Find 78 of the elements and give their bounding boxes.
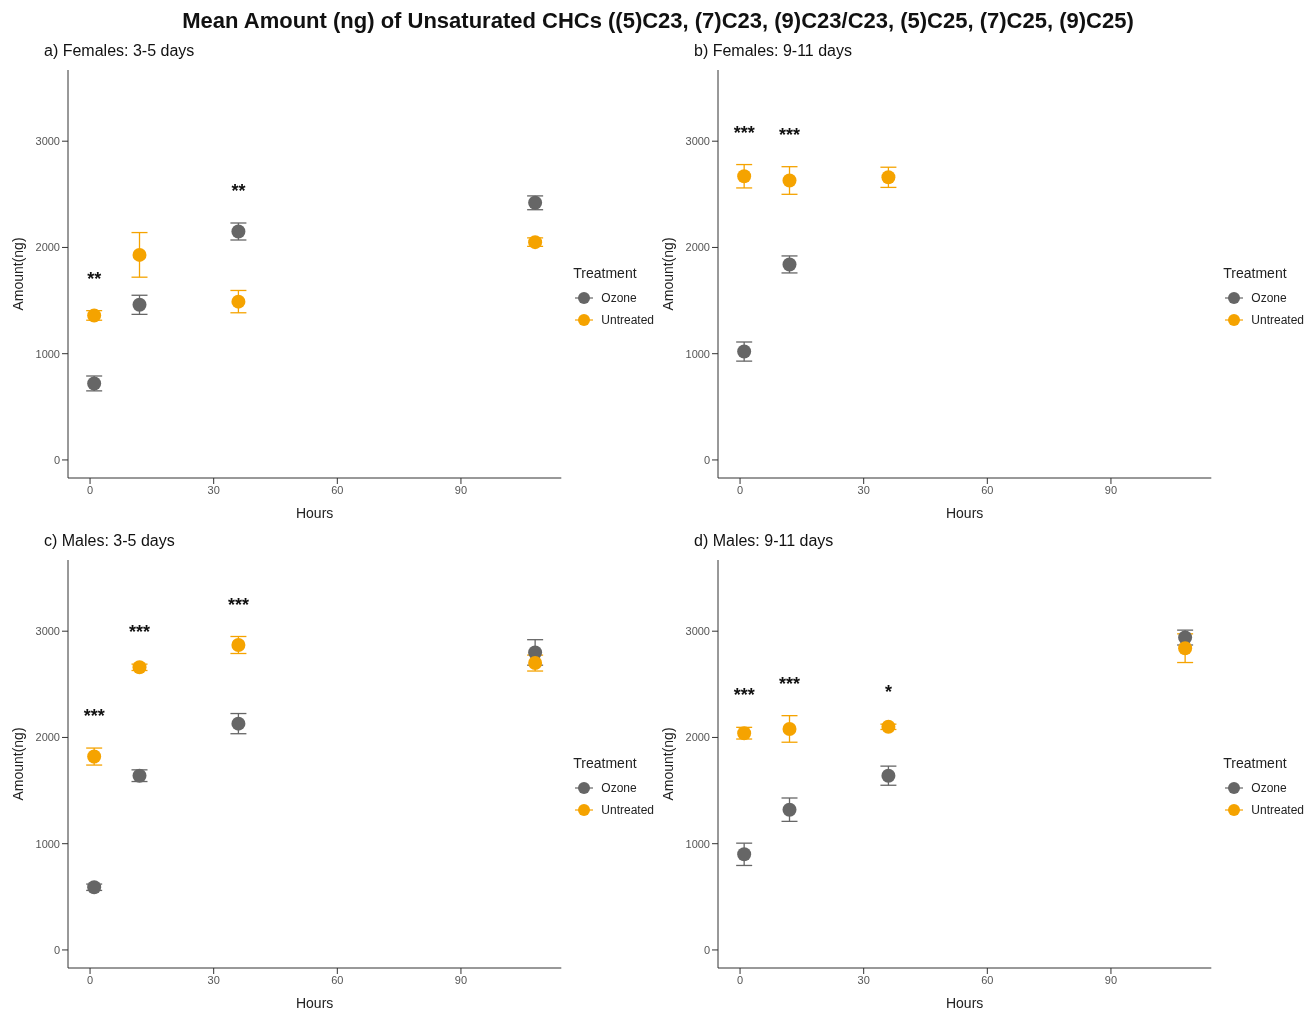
x-tick-label: 0	[86, 483, 94, 496]
point	[782, 721, 797, 736]
legend-label: Untreated	[1251, 313, 1304, 327]
y-tick-label: 0	[703, 943, 710, 956]
annotation: ***	[733, 122, 755, 143]
point	[737, 169, 752, 184]
x-axis-title: Hours	[295, 505, 334, 521]
annotation: **	[87, 268, 102, 289]
x-tick-label: 90	[1104, 973, 1118, 986]
x-axis-title: Hours	[945, 505, 984, 521]
legend-title: Treatment	[573, 265, 638, 281]
legend-title: Treatment	[1223, 265, 1288, 281]
point	[1178, 641, 1193, 656]
legend-title: Treatment	[1223, 755, 1288, 771]
point	[231, 716, 246, 731]
y-tick-label: 3000	[685, 135, 710, 148]
x-tick-label: 0	[736, 483, 744, 496]
point	[737, 847, 752, 862]
annotation: ***	[778, 124, 801, 145]
legend-label: Ozone	[1251, 291, 1287, 305]
y-tick-label: 3000	[35, 625, 60, 638]
x-tick-label: 60	[981, 973, 994, 986]
legend-title: Treatment	[573, 755, 638, 771]
y-axis-title: Amount(ng)	[9, 237, 26, 311]
legend-label: Untreated	[1251, 803, 1304, 817]
x-tick-label: 90	[454, 973, 468, 986]
y-axis-title: Amount(ng)	[659, 237, 676, 311]
x-tick-label: 90	[1104, 483, 1118, 496]
x-tick-label: 60	[331, 973, 344, 986]
point	[231, 294, 246, 309]
point	[782, 802, 797, 817]
y-tick-label: 1000	[35, 837, 60, 850]
annotation: ***	[227, 594, 249, 615]
x-tick-label: 0	[736, 973, 744, 986]
y-tick-label: 1000	[685, 837, 710, 850]
y-tick-label: 2000	[35, 241, 60, 254]
y-tick-label: 0	[53, 943, 60, 956]
x-tick-label: 30	[207, 483, 220, 496]
chart-subtitle: a) Females: 3-5 days	[43, 42, 196, 61]
y-tick-label: 2000	[685, 241, 710, 254]
y-tick-label: 0	[53, 453, 60, 466]
chart-title: d) Males: 9-11 days	[693, 532, 835, 551]
legend-label: Ozone	[601, 291, 637, 305]
y-tick-label: 0	[703, 453, 710, 466]
annotation: **	[231, 181, 246, 201]
legend-label: Ozone	[601, 781, 637, 795]
legend-label: Ozone	[1251, 781, 1287, 795]
annotation: ***	[733, 685, 755, 706]
y-tick-label: 1000	[35, 347, 60, 360]
legend-label: Untreated	[601, 803, 654, 817]
x-axis-title: Hours	[295, 995, 334, 1011]
legend-label: Untreated	[601, 313, 654, 327]
x-tick-label: 30	[857, 973, 870, 986]
y-tick-label: 1000	[685, 347, 710, 360]
y-tick-label: 2000	[685, 731, 710, 744]
point	[782, 173, 797, 188]
point	[132, 247, 147, 262]
y-tick-label: 2000	[35, 731, 60, 744]
x-tick-label: 30	[857, 483, 870, 496]
chart-title: b) Females: 9-11 days	[693, 42, 853, 61]
annotation: ***	[83, 706, 105, 727]
x-tick-label: 60	[331, 483, 344, 496]
y-tick-label: 3000	[685, 625, 710, 638]
point	[132, 297, 147, 312]
annotation: ***	[778, 673, 801, 694]
y-axis-title: Amount(ng)	[9, 727, 26, 801]
annotation: *	[884, 682, 892, 703]
chart-title: c) Males: 3-5 days	[43, 532, 176, 551]
annotation: ***	[128, 622, 151, 643]
x-tick-label: 60	[981, 483, 994, 496]
y-tick-label: 3000	[35, 135, 60, 148]
text: Mean Amount (ng) of Unsaturated CHCs ((5)C23, (7)C23, (9)C23/C23, (5)C25, (7)C25, (9)C25)	[181, 8, 1135, 35]
x-tick-label: 0	[86, 973, 94, 986]
point	[881, 170, 896, 185]
x-tick-label: 90	[454, 483, 468, 496]
y-axis-title: Amount(ng)	[659, 727, 676, 801]
x-tick-label: 30	[207, 973, 220, 986]
x-axis-title: Hours	[945, 995, 984, 1011]
